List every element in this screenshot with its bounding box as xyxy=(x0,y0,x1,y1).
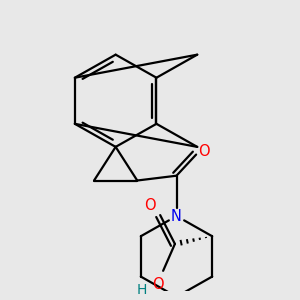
Text: H: H xyxy=(136,283,147,297)
Text: N: N xyxy=(171,208,182,224)
Text: O: O xyxy=(198,144,210,159)
Text: O: O xyxy=(152,277,164,292)
Text: O: O xyxy=(145,198,156,213)
